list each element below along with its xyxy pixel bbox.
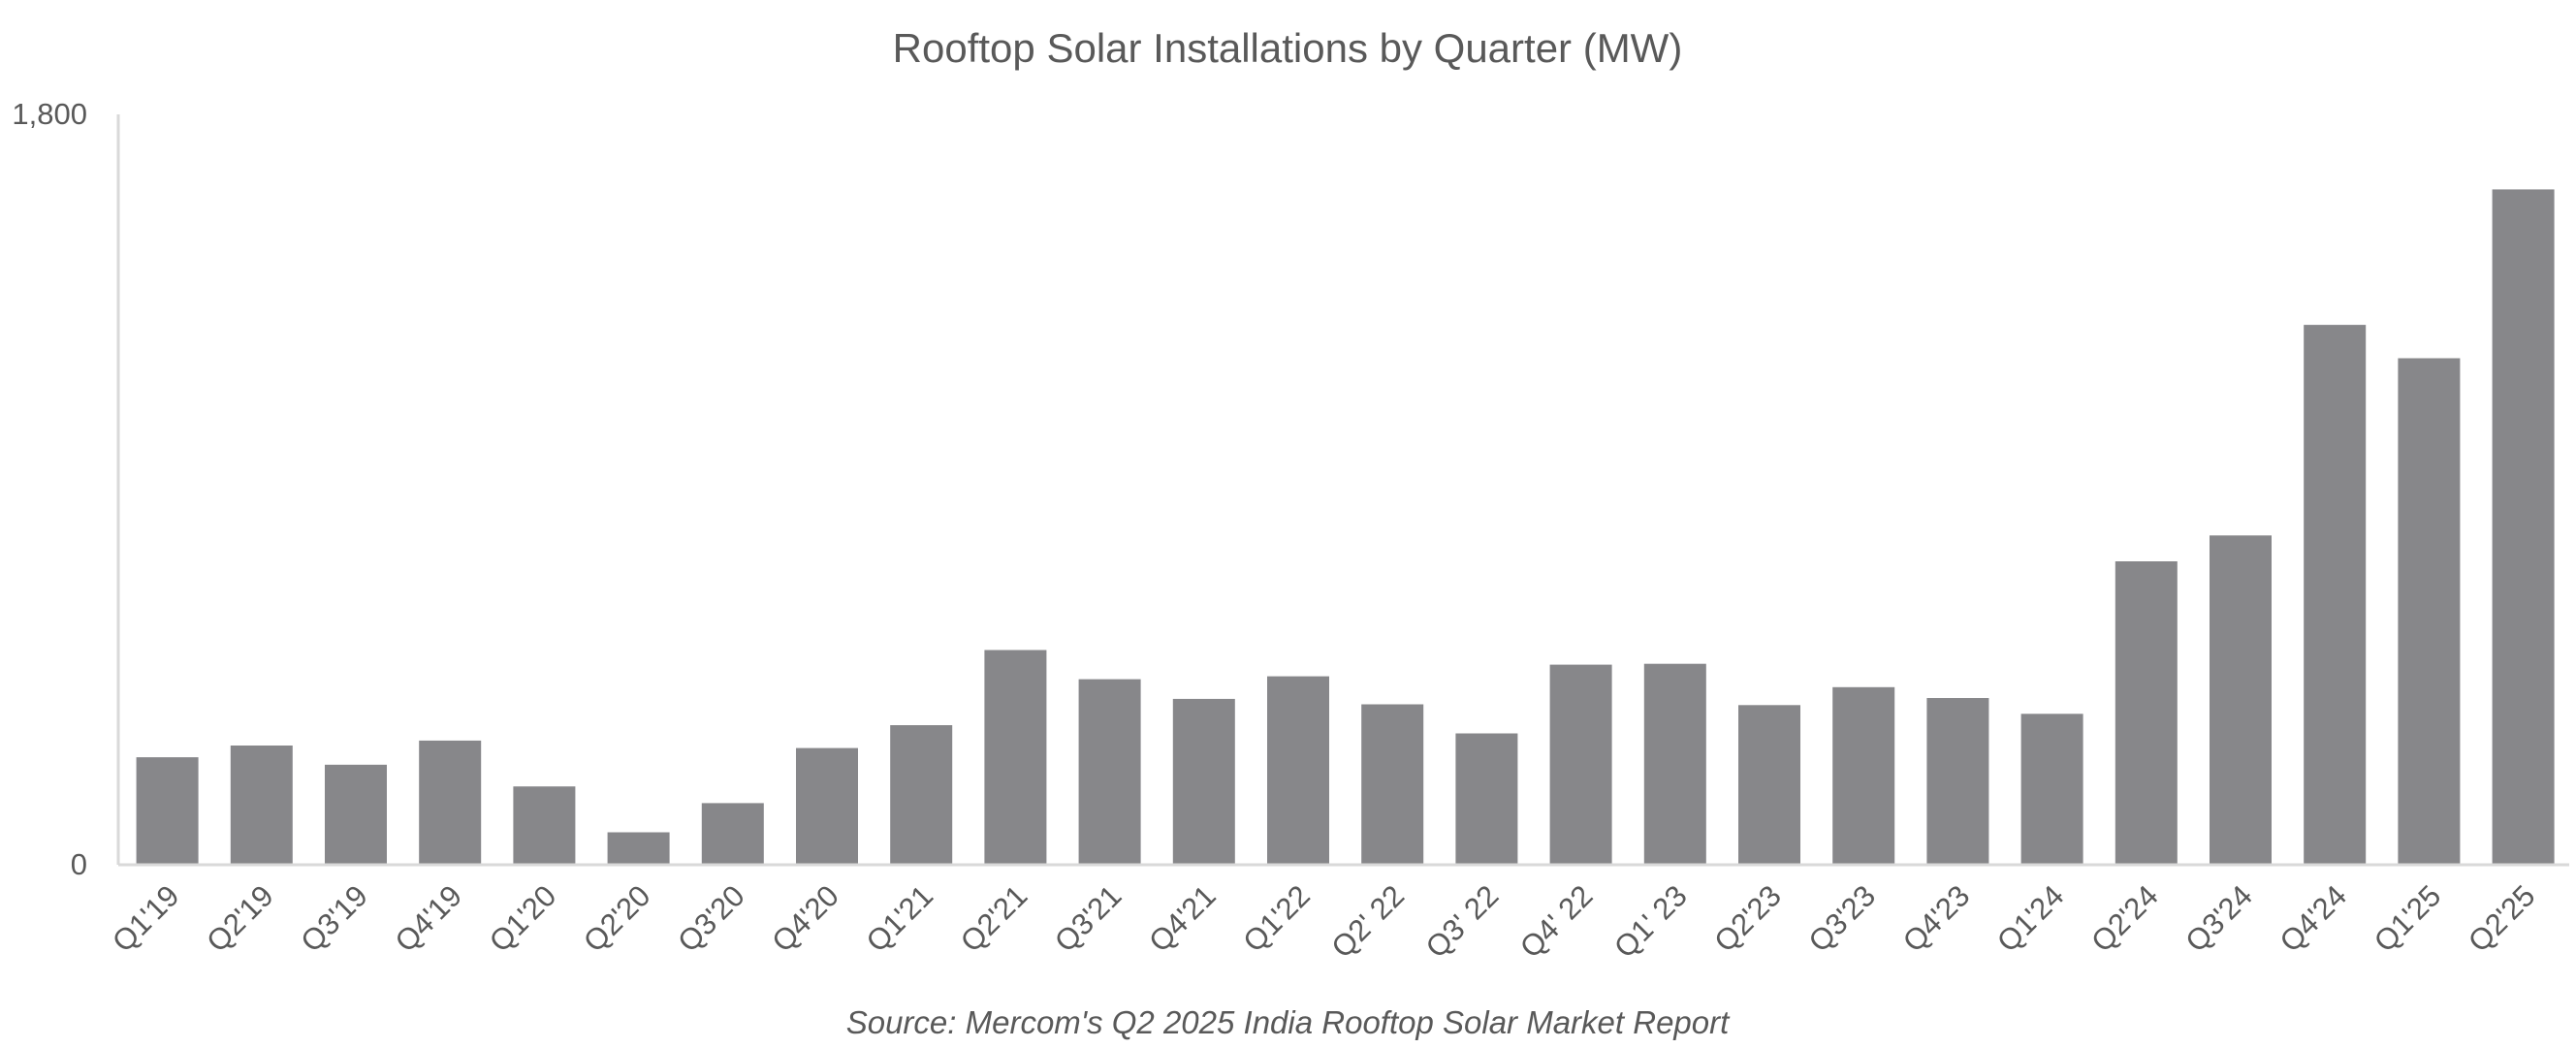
bar xyxy=(2020,714,2083,865)
bar xyxy=(701,803,764,865)
bar xyxy=(1078,679,1141,865)
x-tick-label: Q3'24 xyxy=(2178,878,2259,959)
x-tick-label: Q1'19 xyxy=(106,878,186,959)
bar xyxy=(325,764,387,865)
x-tick-label: Q3'23 xyxy=(1802,878,1883,959)
bar xyxy=(1549,664,1612,865)
x-tick-labels: Q1'19 Q2'19 Q3'19 Q4'19 Q1'20 Q2'20 Q3'20 Q4'20… xyxy=(106,878,2542,965)
bar xyxy=(136,757,199,865)
x-tick-label: Q1'25 xyxy=(2368,878,2448,959)
bar xyxy=(1643,663,1706,865)
bar xyxy=(1361,704,1424,865)
bar xyxy=(513,786,576,865)
y-tick-label-max: 1,800 xyxy=(12,97,87,131)
y-tick-label-zero: 0 xyxy=(71,847,87,881)
x-tick-label: Q3'21 xyxy=(1048,878,1129,959)
bar xyxy=(1832,686,1895,865)
chart-title: Rooftop Solar Installations by Quarter (… xyxy=(893,25,1683,71)
x-tick-label: Q4'19 xyxy=(389,878,469,959)
x-tick-label: Q1'21 xyxy=(860,878,940,959)
bar xyxy=(2492,189,2555,865)
x-tick-label: Q4'23 xyxy=(1896,878,1977,959)
x-tick-label: Q2'19 xyxy=(200,878,280,959)
bar xyxy=(607,832,670,865)
x-tick-label: Q1'20 xyxy=(483,878,563,959)
x-tick-label: Q2'20 xyxy=(577,878,657,959)
x-tick-label: Q2'25 xyxy=(2462,878,2542,959)
x-tick-label: Q2'21 xyxy=(954,878,1034,959)
bar xyxy=(1172,698,1235,865)
bar xyxy=(1267,676,1329,865)
x-tick-label: Q4' 22 xyxy=(1513,878,1600,965)
bar xyxy=(890,725,953,865)
x-tick-label: Q2' 22 xyxy=(1324,878,1411,965)
bar xyxy=(1455,733,1518,865)
x-tick-label: Q1'24 xyxy=(1990,878,2071,959)
bar xyxy=(2115,561,2178,865)
bar xyxy=(796,747,858,865)
x-tick-label: Q1'22 xyxy=(1236,878,1317,959)
x-tick-label: Q3' 22 xyxy=(1419,878,1506,965)
chart-source-note: Source: Mercom's Q2 2025 India Rooftop S… xyxy=(846,1004,1731,1040)
x-tick-label: Q4'20 xyxy=(765,878,845,959)
x-tick-label: Q4'24 xyxy=(2274,878,2354,959)
bar xyxy=(2398,358,2461,865)
bar xyxy=(984,650,1047,865)
bar xyxy=(419,740,482,865)
bars-layer xyxy=(136,189,2555,866)
x-tick-label: Q4'21 xyxy=(1142,878,1223,959)
bar xyxy=(230,746,293,865)
x-tick-label: Q2'24 xyxy=(2084,878,2165,959)
x-tick-label: Q3'19 xyxy=(294,878,374,959)
bar xyxy=(1738,705,1800,865)
x-tick-label: Q2'23 xyxy=(1707,878,1788,959)
x-tick-label: Q1' 23 xyxy=(1607,878,1694,965)
bar xyxy=(2304,325,2367,866)
bar xyxy=(1926,698,1989,865)
x-tick-label: Q3'20 xyxy=(671,878,751,959)
bar xyxy=(2210,535,2272,865)
